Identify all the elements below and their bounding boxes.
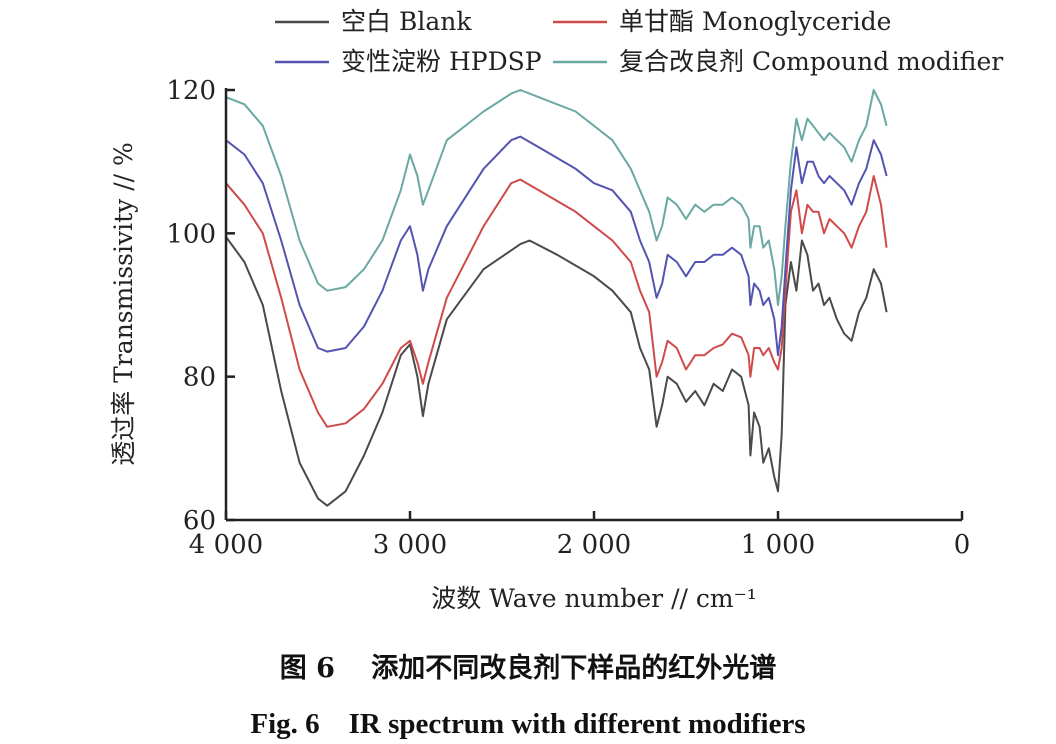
x-axis-title: 波数 Wave number // cm⁻¹ bbox=[431, 584, 757, 613]
y-axis-title: 透过率 Transmissivity // % bbox=[109, 142, 138, 466]
y-tick-label: 120 bbox=[166, 76, 216, 106]
legend-label-0: 空白 Blank bbox=[341, 7, 472, 36]
series-line-0 bbox=[225, 236, 888, 507]
legend-label-1: 单甘酯 Monoglyceride bbox=[619, 7, 891, 36]
x-tick-label: 0 bbox=[954, 530, 971, 560]
y-tick-label: 60 bbox=[183, 506, 216, 536]
legend-label-2: 变性淀粉 HPDSP bbox=[341, 47, 542, 76]
x-ticks: 4 000 3 000 2 000 1 000 0 bbox=[189, 511, 970, 560]
legend: 空白 Blank 单甘酯 Monoglyceride 变性淀粉 HPDSP 复合改良剂… bbox=[275, 7, 1003, 76]
legend-label-3: 复合改良剂 Compound modifier bbox=[619, 47, 1003, 76]
series-line-1 bbox=[225, 175, 888, 428]
x-tick-label: 2 000 bbox=[557, 530, 631, 560]
y-tick-label: 100 bbox=[166, 219, 216, 249]
series-line-3 bbox=[225, 89, 888, 306]
figure-caption-en: Fig. 6 IR spectrum with different modifi… bbox=[250, 708, 806, 740]
x-tick-label: 4 000 bbox=[189, 530, 263, 560]
y-ticks: 60 80 100 120 bbox=[166, 76, 235, 536]
x-tick-label: 1 000 bbox=[741, 530, 815, 560]
axes bbox=[224, 88, 962, 522]
x-tick-label: 3 000 bbox=[373, 530, 447, 560]
series-layer bbox=[225, 89, 888, 507]
figure-caption-cn: 图 6 添加不同改良剂下样品的红外光谱 bbox=[279, 653, 777, 684]
series-line-2 bbox=[225, 135, 888, 357]
y-tick-label: 80 bbox=[183, 363, 216, 393]
